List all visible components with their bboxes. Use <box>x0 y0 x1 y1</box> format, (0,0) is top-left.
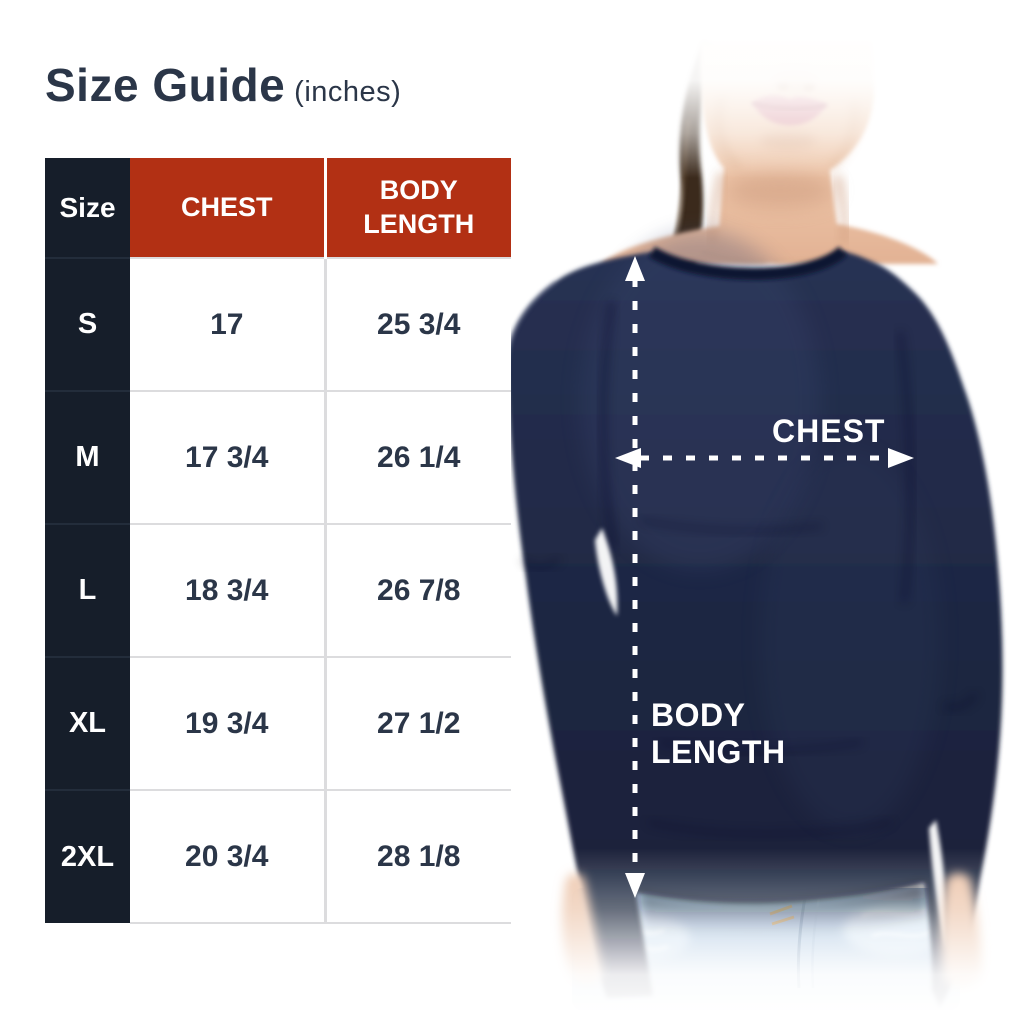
size-label: 2XL <box>45 789 130 923</box>
table-header-row: Size CHEST BODY LENGTH <box>45 158 511 258</box>
shirt-collar <box>648 246 848 280</box>
size-column-header: Size <box>45 158 130 258</box>
chest-value: 17 <box>130 257 325 391</box>
body-length-value: 26 7/8 <box>323 523 511 657</box>
title-unit: (inches) <box>294 76 402 108</box>
page-title: Size Guide (inches) <box>45 58 401 112</box>
body-length-value: 25 3/4 <box>323 257 511 391</box>
body-length-value: 26 1/4 <box>323 390 511 524</box>
size-label: XL <box>45 656 130 790</box>
table-row: 2XL 20 3/4 28 1/8 <box>45 789 511 924</box>
chest-value: 17 3/4 <box>130 390 325 524</box>
bottom-fade <box>515 848 1024 1024</box>
table-row: S 17 25 3/4 <box>45 257 511 391</box>
chest-value: 20 3/4 <box>130 789 325 924</box>
size-label: S <box>45 257 130 391</box>
chest-value: 18 3/4 <box>130 523 325 657</box>
body-length-column-header: BODY LENGTH <box>323 158 511 258</box>
size-label: M <box>45 390 130 524</box>
chest-measurement-label: CHEST <box>772 413 886 449</box>
chest-value: 19 3/4 <box>130 656 325 790</box>
table-row: L 18 3/4 26 7/8 <box>45 523 511 657</box>
navy-shirt <box>506 230 1003 1008</box>
size-label: L <box>45 523 130 657</box>
table-row: XL 19 3/4 27 1/2 <box>45 656 511 790</box>
body-length-value: 27 1/2 <box>323 656 511 790</box>
title-text: Size Guide <box>45 59 286 111</box>
chest-arrow <box>615 448 914 468</box>
size-table: Size CHEST BODY LENGTH S 17 25 3/4 M 17 … <box>45 158 511 924</box>
body-length-value: 28 1/8 <box>323 789 511 924</box>
body-length-measurement-label: BODY LENGTH <box>651 697 786 770</box>
chest-column-header: CHEST <box>130 158 325 258</box>
table-row: M 17 3/4 26 1/4 <box>45 390 511 524</box>
body-length-arrow <box>625 256 645 898</box>
top-fade <box>515 0 1024 178</box>
